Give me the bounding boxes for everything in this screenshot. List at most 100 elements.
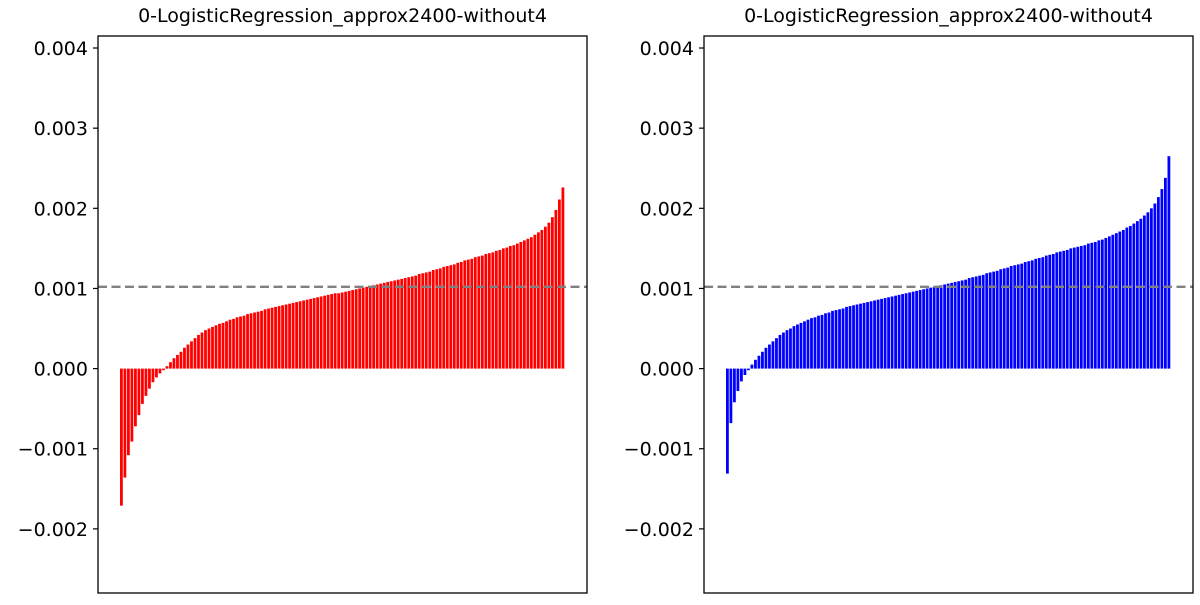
bar [214,325,218,369]
bar [435,269,439,369]
bar [393,280,397,369]
bar [785,330,789,369]
bar [326,294,330,369]
bar [260,310,263,369]
bar [291,302,295,369]
bar [740,368,743,382]
bar [557,199,561,369]
bar [239,316,242,369]
bar [400,278,404,369]
bar [981,274,985,369]
bar [1062,250,1066,369]
bar [1121,229,1125,369]
bar [211,326,214,369]
bar [813,317,817,369]
bar [305,299,309,369]
bar [312,298,316,369]
bar [193,338,197,369]
bar [417,274,421,369]
bar [386,282,390,369]
bar [848,306,852,369]
bar [1104,237,1108,369]
bar [1093,241,1097,369]
bar [515,243,519,369]
bar [967,278,971,369]
bar [197,334,200,369]
bar [407,277,411,369]
bar [484,253,488,369]
bar [522,240,526,369]
bar [1048,254,1052,369]
bar [1167,156,1171,369]
bar [1058,251,1062,369]
bar [1051,253,1055,369]
bar [834,310,838,369]
bar [908,292,911,369]
bar [754,359,757,369]
bar [789,328,792,369]
bar [824,313,827,369]
bar [1163,177,1167,369]
bar [302,300,305,369]
bar [768,344,771,369]
bar [1090,242,1094,369]
bar [340,292,344,369]
bar [866,302,869,369]
bar [470,258,474,369]
bar [946,283,950,369]
bar [960,280,964,369]
bar [298,301,302,369]
bar [862,302,866,369]
bar [841,308,845,369]
bar [319,296,323,369]
bar [792,326,796,369]
y-tick-label: 0.002 [640,198,694,220]
bar [127,368,130,456]
y-tick-label: −0.001 [624,439,694,461]
bar [354,289,358,369]
bar [1118,231,1122,369]
bar [438,268,442,369]
bar [543,226,547,369]
bar [459,262,463,369]
bar [992,271,996,369]
bar [218,323,221,369]
bar [729,368,733,424]
bar [799,322,803,369]
bar [869,301,873,369]
bar [747,368,750,371]
bar [1002,268,1006,369]
bar [284,304,288,369]
bar [144,368,148,396]
bar [957,281,961,369]
bar [796,324,799,369]
bar [1114,233,1118,369]
bar [831,310,834,369]
bar [883,298,887,369]
bar [372,285,376,369]
bar [880,298,883,369]
bar [764,347,768,369]
bar [838,309,841,369]
bar [477,256,481,369]
bar [242,315,246,369]
bar [505,247,509,369]
bar [396,279,400,369]
bar [1013,265,1017,369]
bar [274,306,277,369]
bar [382,282,386,369]
y-tick-label: 0.004 [34,38,88,60]
bar [232,318,235,369]
bar [922,289,926,369]
bar [1160,189,1164,369]
bar [204,330,207,369]
y-tick-label: −0.002 [18,519,88,541]
bar [288,303,291,369]
bar [999,269,1003,369]
bar [519,241,523,369]
bar [281,305,284,369]
bar [130,368,134,442]
bar [221,322,225,369]
bar [974,276,978,369]
